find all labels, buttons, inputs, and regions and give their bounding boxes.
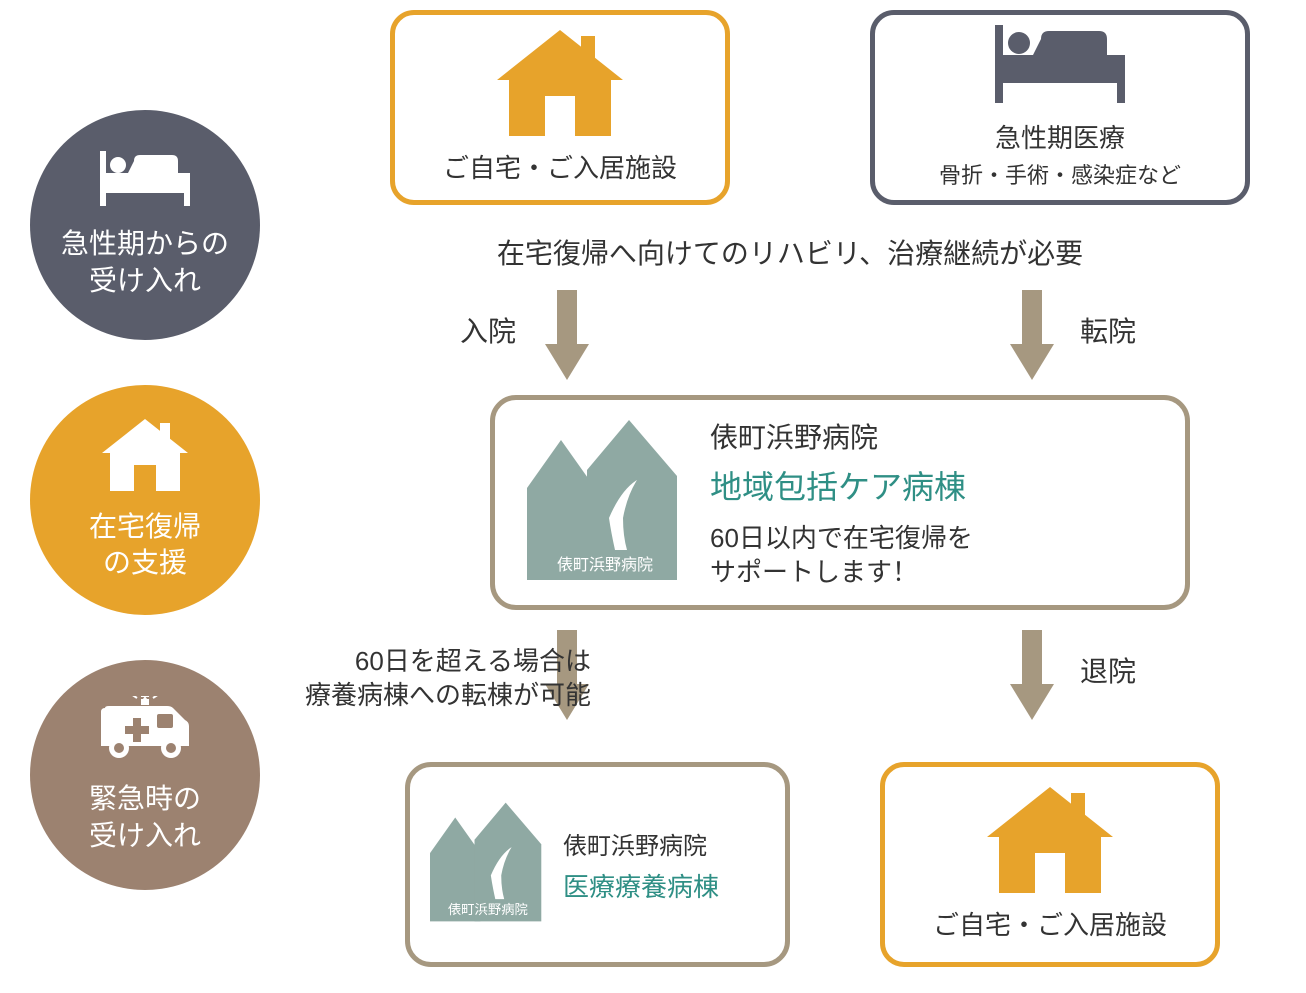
ward-name: 地域包括ケア病棟 (710, 462, 973, 508)
hospital-name: 俵町浜野病院 (710, 416, 973, 456)
circle-emergency-acceptance: 緊急時の受け入れ (30, 660, 260, 890)
box-sublabel: 骨折・手術・感染症など (939, 158, 1181, 190)
arrow-label-admission: 入院 (460, 310, 516, 350)
svg-text:俵町浜野病院: 俵町浜野病院 (557, 556, 653, 574)
bed-icon (995, 25, 1125, 115)
arrow-transfer-in (1010, 290, 1054, 387)
circle-label: 在宅復帰の支援 (89, 509, 201, 582)
circle-acute-acceptance: 急性期からの受け入れ (30, 110, 260, 340)
box-acute-care: 急性期医療 骨折・手術・感染症など (870, 10, 1250, 205)
ambulance-icon (95, 696, 195, 771)
box-longterm-ward: 俵町浜野病院 俵町浜野病院 医療療養病棟 (405, 762, 790, 967)
box-label: ご自宅・ご入居施設 (443, 153, 677, 184)
bed-icon (100, 151, 190, 216)
box-home-facility-top: ご自宅・ご入居施設 (390, 10, 730, 205)
house-icon (100, 419, 190, 499)
ward-name: 医療療養病棟 (563, 867, 719, 904)
arrow-label-discharge: 退院 (1080, 650, 1136, 690)
arrow-discharge (1010, 630, 1054, 727)
house-icon (495, 30, 625, 145)
arrow-label-longterm: 60日を超える場合は療養病棟への転棟が可能 (305, 645, 591, 713)
circle-label: 急性期からの受け入れ (61, 226, 229, 299)
middle-description-text: 在宅復帰へ向けてのリハビリ、治療継続が必要 (310, 232, 1270, 272)
hospital-name: 俵町浜野病院 (563, 826, 719, 861)
circle-label: 緊急時の受け入れ (89, 781, 201, 854)
box-label: 急性期医療 (995, 123, 1125, 154)
care-flow-diagram: 急性期からの受け入れ 在宅復帰の支援 緊急時の受け入れ (0, 0, 1306, 993)
support-text: 60日以内で在宅復帰をサポートします！ (710, 522, 973, 590)
arrow-label-transfer-in: 転院 (1080, 310, 1136, 350)
box-home-facility-bottom: ご自宅・ご入居施設 (880, 762, 1220, 967)
arrow-admission (545, 290, 589, 387)
svg-text:俵町浜野病院: 俵町浜野病院 (448, 902, 528, 917)
hospital-building-icon: 俵町浜野病院 (527, 420, 682, 585)
circle-home-support: 在宅復帰の支援 (30, 385, 260, 615)
hospital-building-icon: 俵町浜野病院 (430, 802, 545, 927)
box-label: ご自宅・ご入居施設 (933, 910, 1167, 941)
box-community-care-ward: 俵町浜野病院 俵町浜野病院 地域包括ケア病棟 60日以内で在宅復帰をサポートしま… (490, 395, 1190, 610)
house-icon (985, 787, 1115, 902)
